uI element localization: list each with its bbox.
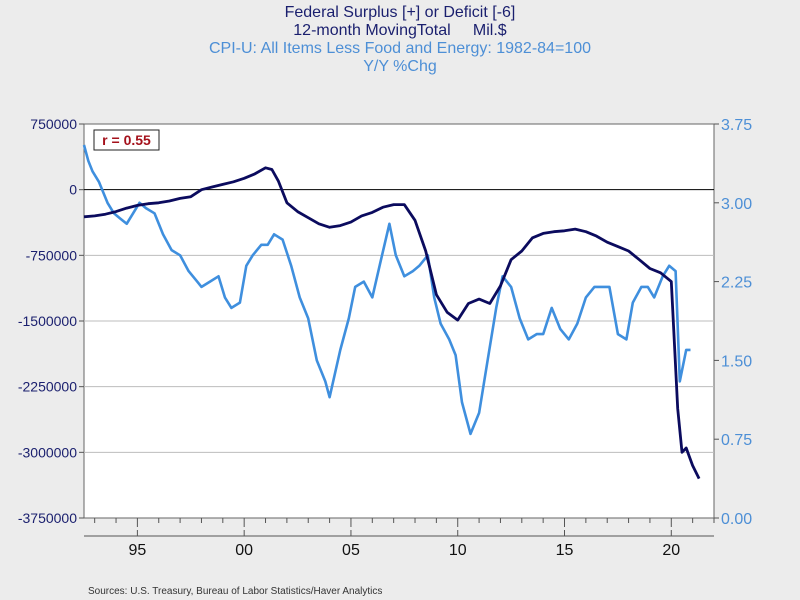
chart-subtitle-line-2: Y/Y %Chg bbox=[363, 58, 437, 75]
deficit-series-line bbox=[83, 166, 701, 480]
y-right-tick-label: 0.75 bbox=[721, 432, 752, 449]
annotation-box bbox=[93, 129, 160, 151]
y-right-tick-label: 3.00 bbox=[721, 196, 752, 213]
y-right-tick-label: 3.75 bbox=[721, 117, 752, 134]
y-left-tick-label: 750000 bbox=[30, 116, 77, 132]
x-tick-label: 00 bbox=[235, 542, 253, 559]
correlation-annotation: r = 0.55 bbox=[102, 132, 151, 148]
chart-titles: Federal Surplus [+] or Deficit [-6] 12-m… bbox=[0, 4, 800, 76]
cpi-series-line bbox=[82, 144, 691, 436]
y-right-tick-label: 0.00 bbox=[721, 511, 752, 528]
chart-subtitle-line-1: CPI-U: All Items Less Food and Energy: 1… bbox=[209, 40, 591, 57]
x-tick-label: 20 bbox=[662, 542, 680, 559]
y-left-tick-label: -750000 bbox=[26, 247, 78, 263]
source-note: Sources: U.S. Treasury, Bureau of Labor … bbox=[88, 586, 383, 597]
y-left-tick-label: 0 bbox=[69, 182, 77, 198]
y-right-tick-label: 1.50 bbox=[721, 353, 752, 370]
x-tick-label: 15 bbox=[556, 542, 574, 559]
y-left-tick-label: -2250000 bbox=[18, 379, 77, 395]
x-tick-label: 10 bbox=[449, 542, 467, 559]
chart-title-line-1: Federal Surplus [+] or Deficit [-6] bbox=[284, 4, 516, 21]
x-tick-label: 05 bbox=[342, 542, 360, 559]
chart-title-line-2: 12-month MovingTotal Mil.$ bbox=[293, 22, 507, 39]
y-left-tick-label: -3000000 bbox=[18, 444, 77, 460]
y-left-tick-label: -1500000 bbox=[18, 313, 77, 329]
x-tick-label: 95 bbox=[128, 542, 146, 559]
y-right-tick-label: 2.25 bbox=[721, 275, 752, 292]
y-left-tick-label: -3750000 bbox=[18, 510, 77, 526]
